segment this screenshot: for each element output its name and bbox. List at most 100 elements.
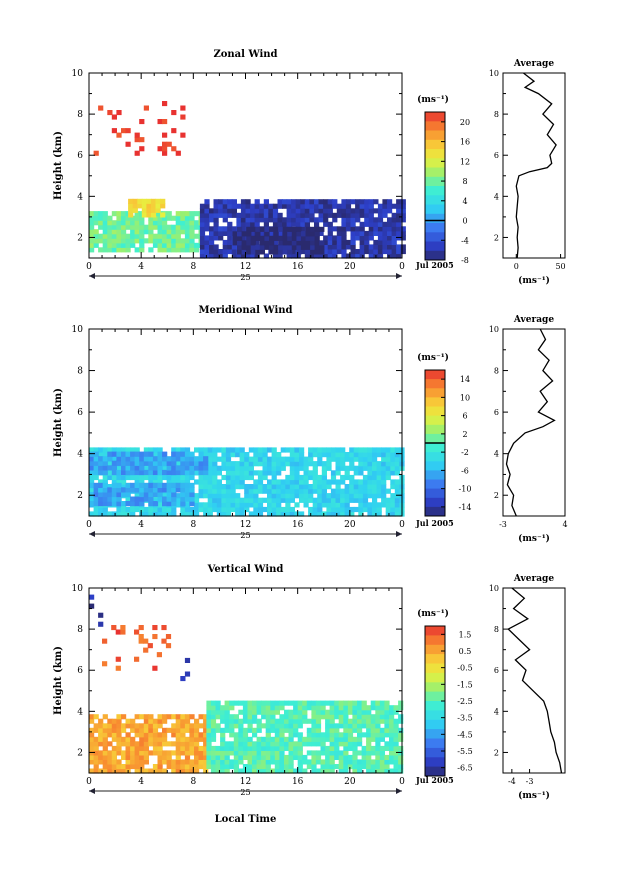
heatmap-cell	[229, 718, 235, 724]
heatmap-cell	[285, 484, 291, 490]
heatmap-cell	[248, 497, 254, 503]
heatmap-cell	[139, 496, 145, 502]
heatmap-cell	[387, 244, 393, 250]
heatmap-cell	[326, 502, 332, 508]
heatmap-cell	[284, 768, 290, 774]
heatmap-cell	[210, 700, 217, 706]
heatmap-cell	[344, 474, 350, 481]
heatmap-cell	[102, 511, 108, 517]
heatmap-cell	[246, 244, 252, 250]
heatmap-cell	[352, 754, 358, 760]
heatmap-cell	[376, 470, 382, 476]
heatmap-cell	[148, 479, 154, 485]
heatmap-cell	[203, 502, 209, 508]
heatmap-cell	[357, 732, 363, 738]
heatmap-cell	[358, 452, 364, 458]
heatmap-cell	[194, 768, 200, 774]
heatmap-cell	[268, 208, 274, 214]
heatmap-cell	[394, 511, 400, 517]
heatmap-cell	[379, 732, 385, 738]
heatmap-cell	[139, 723, 145, 729]
heatmap-cell	[206, 759, 212, 765]
heatmap-cell	[116, 465, 122, 471]
y-tick-label: 10	[72, 69, 84, 79]
heatmap-cell	[352, 768, 358, 774]
heatmap-cell	[210, 714, 217, 720]
heatmap-cell	[257, 452, 264, 458]
heatmap-cell	[121, 238, 127, 244]
average-y-tick-label: 6	[494, 151, 499, 160]
heatmap-cell	[132, 198, 138, 204]
y-tick-label: 4	[77, 450, 83, 460]
heatmap-cell	[171, 732, 177, 738]
heatmap-cell	[198, 750, 204, 756]
heatmap-cell	[107, 242, 113, 248]
heatmap-cell	[332, 253, 338, 259]
heatmap-cell	[107, 447, 113, 453]
heatmap-cell	[382, 249, 388, 255]
heatmap-cell	[203, 732, 209, 738]
heatmap-cell	[203, 764, 209, 770]
heatmap-cell	[265, 705, 271, 711]
heatmap-cell	[250, 235, 256, 241]
x-tick-label: 12	[240, 262, 251, 272]
heatmap-cell	[130, 229, 136, 235]
heatmap-cell	[215, 723, 221, 729]
heatmap-cell	[330, 474, 337, 481]
heatmap-cell	[180, 768, 186, 774]
heatmap-cell	[107, 496, 113, 502]
heatmap-cell	[143, 105, 149, 111]
heatmap-cell	[148, 215, 154, 221]
heatmap-cell	[98, 479, 104, 485]
heatmap-cell	[189, 220, 195, 226]
heatmap-cell	[102, 506, 108, 513]
heatmap-cell	[259, 203, 265, 209]
heatmap-cell	[311, 741, 317, 747]
heatmap-cell	[320, 736, 326, 742]
heatmap-cell	[148, 233, 154, 239]
heatmap-cell	[240, 253, 247, 259]
heatmap-cell	[285, 461, 291, 467]
heatmap-cell	[265, 745, 271, 751]
heatmap-cell	[311, 736, 317, 742]
heatmap-cell	[212, 488, 218, 494]
heatmap-cell	[372, 502, 378, 508]
heatmap-cell	[327, 235, 333, 241]
heatmap-cell	[312, 506, 318, 513]
heatmap-cell	[157, 482, 163, 488]
x-axis-title: Local Time	[215, 814, 277, 825]
heatmap-cell	[347, 709, 354, 715]
heatmap-cell	[220, 750, 226, 756]
colorbar-tick-label: 6	[462, 412, 467, 421]
heatmap-cell	[382, 203, 388, 209]
heatmap-cell	[315, 754, 322, 760]
heatmap-cell	[287, 235, 293, 241]
heatmap-cell	[289, 461, 295, 467]
heatmap-cell	[175, 150, 181, 156]
heatmap-cell	[242, 750, 249, 756]
heatmap-cell	[116, 501, 122, 507]
heatmap-cell	[221, 452, 227, 458]
heatmap-cell	[256, 750, 262, 756]
heatmap-cell	[314, 253, 320, 259]
heatmap-cell	[171, 506, 177, 513]
heatmap-cell	[264, 244, 270, 250]
heatmap-cell	[396, 249, 402, 255]
heatmap-cell	[148, 511, 154, 517]
heatmap-cell	[247, 768, 253, 774]
heatmap-cell	[116, 764, 122, 770]
heatmap-cell	[93, 233, 99, 239]
heatmap-cell	[343, 759, 349, 765]
heatmap-cell	[152, 764, 159, 770]
heatmap-cell	[329, 754, 335, 760]
colorbar-tick-label: -4	[461, 236, 469, 245]
heatmap-cell	[347, 745, 354, 751]
heatmap-cell	[357, 759, 363, 765]
heatmap-cell	[98, 487, 104, 493]
colorbar-segment	[425, 112, 445, 122]
heatmap-cell	[377, 230, 384, 236]
heatmap-cell	[310, 231, 316, 237]
heatmap-cell	[264, 231, 270, 237]
heatmap-cell	[297, 764, 303, 770]
heatmap-cell	[255, 226, 261, 232]
